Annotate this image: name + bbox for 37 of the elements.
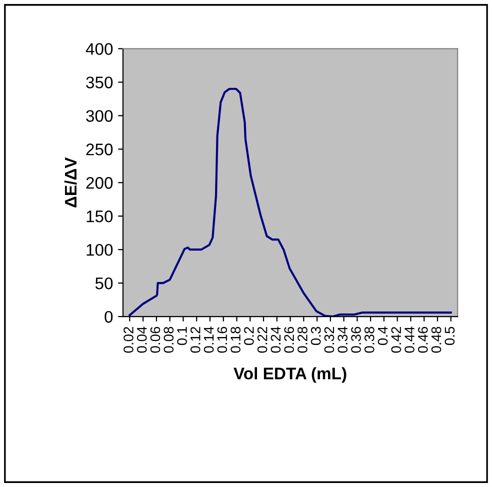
x-axis-title: Vol EDTA (mL) — [234, 367, 346, 383]
x-tick-label: 0.02 — [124, 326, 134, 353]
x-tick-label: 0.24 — [270, 326, 281, 353]
x-tick-label: 0.34 — [338, 326, 348, 353]
y-tick-label: 250 — [86, 144, 113, 156]
y-tick-label: 50 — [95, 277, 113, 290]
x-tick-label: 0.16 — [217, 326, 228, 353]
y-axis-title: ΔE/ΔV — [64, 157, 77, 208]
x-tick-label: 0.3 — [310, 326, 321, 346]
x-tick-label: 0.04 — [136, 326, 147, 353]
x-tick-label: 0.18 — [230, 326, 240, 353]
y-tick-label: 100 — [86, 244, 113, 256]
y-tick-label: 200 — [86, 177, 113, 189]
y-tick-label: 0 — [104, 310, 113, 323]
x-tick-label: 0.06 — [150, 326, 160, 353]
x-tick-label: 0.42 — [391, 326, 402, 353]
x-tick-label: 0.26 — [284, 326, 294, 353]
y-tick-label: 150 — [86, 210, 113, 222]
y-tick-label: 350 — [86, 76, 113, 88]
x-tick-label: 0.12 — [190, 326, 200, 353]
line-series — [128, 88, 452, 317]
x-tick-label: 0.44 — [404, 326, 414, 353]
x-tick-label: 0.38 — [364, 326, 374, 353]
x-tick-label: 0.1 — [177, 326, 187, 346]
x-tick-label: 0.22 — [257, 326, 268, 353]
x-tick-label: 0.36 — [351, 326, 361, 353]
x-tick-label: 0.48 — [431, 326, 442, 353]
x-tick-label: 0.4 — [378, 326, 388, 346]
x-tick-label: 0.28 — [298, 326, 308, 353]
x-tick-label: 0.14 — [204, 326, 214, 353]
x-tick-label: 0.46 — [418, 326, 428, 353]
x-tick-label: 0.32 — [324, 326, 334, 353]
x-tick-label: 0.08 — [164, 326, 174, 353]
x-tick-label: 0.2 — [244, 326, 254, 346]
y-tick-label: 300 — [86, 110, 113, 122]
x-tick-label: 0.5 — [444, 326, 455, 346]
y-tick-label: 400 — [86, 43, 113, 55]
